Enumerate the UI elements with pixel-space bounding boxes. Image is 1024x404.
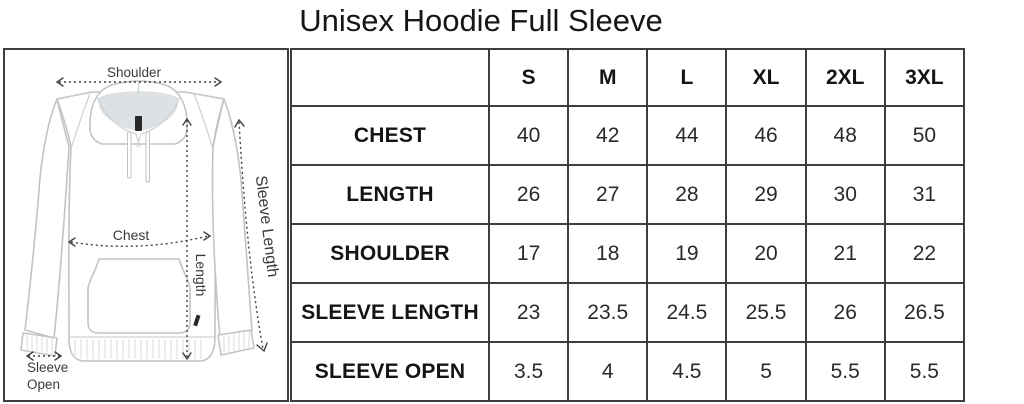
drawstring-right: [145, 131, 150, 183]
table-row-sleeve-length: SLEEVE LENGTH 23 23.5 24.5 25.5 26 26.5: [290, 282, 966, 343]
size-column-header-xl: XL: [725, 48, 807, 107]
measurement-row-label: SLEEVE LENGTH: [290, 282, 490, 343]
size-value-cell: 26: [487, 164, 570, 225]
size-value-cell: 40: [487, 105, 570, 166]
size-column-header-s: S: [487, 48, 570, 107]
hoodie-measurement-diagram: Shoulder Chest Length S: [3, 48, 289, 402]
size-value-cell: 24.5: [646, 282, 728, 343]
table-row-sleeve-open: SLEEVE OPEN 3.5 4 4.5 5 5.5 5.5: [290, 341, 966, 402]
size-value-cell: 18: [567, 223, 649, 284]
measurement-row-label: SLEEVE OPEN: [290, 341, 490, 402]
size-header-row: S M L XL 2XL 3XL: [290, 48, 966, 107]
hood-inner-shade: [98, 91, 179, 131]
size-value-cell: 23.5: [567, 282, 649, 343]
size-value-cell: 20: [725, 223, 807, 284]
size-value-cell: 5.5: [804, 341, 886, 402]
drawstring-left: [127, 131, 132, 179]
size-value-cell: 4.5: [646, 341, 728, 402]
chest-measure: Chest: [67, 227, 212, 248]
sleeve-length-measure-label: Sleeve Length: [252, 175, 281, 279]
length-measure-label: Length: [193, 254, 209, 297]
size-chart-table: S M L XL 2XL 3XL CHEST 40 42 44 46 48 50…: [290, 48, 966, 402]
shoulder-measure-label: Shoulder: [107, 65, 162, 80]
sleeve-open-measure: Sleeve Open: [25, 351, 68, 392]
size-chart-corner-cell: [290, 48, 490, 107]
hoodie-hood: [89, 80, 188, 183]
size-value-cell: 26.5: [883, 282, 966, 343]
size-value-cell: 29: [725, 164, 807, 225]
size-value-cell: 48: [804, 105, 886, 166]
sleeve-open-measure-label-line1: Sleeve: [27, 360, 68, 375]
hood-zipper-detail: [135, 116, 142, 131]
size-value-cell: 5: [725, 341, 807, 402]
measurement-row-label: CHEST: [290, 105, 490, 166]
size-value-cell: 44: [646, 105, 728, 166]
size-value-cell: 50: [883, 105, 966, 166]
size-value-cell: 3.5: [487, 341, 570, 402]
size-value-cell: 5.5: [883, 341, 966, 402]
size-value-cell: 21: [804, 223, 886, 284]
length-measure: Length: [182, 117, 209, 361]
table-row-chest: CHEST 40 42 44 46 48 50: [290, 105, 966, 166]
size-value-cell: 46: [725, 105, 807, 166]
hem-ribbing: [74, 339, 202, 359]
size-value-cell: 27: [567, 164, 649, 225]
hoodie-pocket: [87, 258, 191, 334]
size-column-header-2xl: 2XL: [804, 48, 886, 107]
size-value-cell: 17: [487, 223, 570, 284]
hoodie-left-sleeve: [20, 98, 70, 357]
shoulder-measure: Shoulder: [55, 65, 223, 87]
size-column-header-m: M: [567, 48, 649, 107]
table-row-length: LENGTH 26 27 28 29 30 31: [290, 164, 966, 225]
hoodie-illustration: Shoulder Chest Length S: [20, 65, 281, 392]
measurement-row-label: LENGTH: [290, 164, 490, 225]
page-title: Unisex Hoodie Full Sleeve: [299, 3, 663, 38]
size-value-cell: 25.5: [725, 282, 807, 343]
size-value-cell: 23: [487, 282, 570, 343]
size-value-cell: 28: [646, 164, 728, 225]
size-value-cell: 4: [567, 341, 649, 402]
size-value-cell: 30: [804, 164, 886, 225]
size-column-header-3xl: 3XL: [883, 48, 966, 107]
table-row-shoulder: SHOULDER 17 18 19 20 21 22: [290, 223, 966, 284]
hoodie-right-sleeve: [211, 98, 255, 356]
size-value-cell: 42: [567, 105, 649, 166]
size-value-cell: 22: [883, 223, 966, 284]
size-value-cell: 26: [804, 282, 886, 343]
size-value-cell: 31: [883, 164, 966, 225]
measurement-row-label: SHOULDER: [290, 223, 490, 284]
size-column-header-l: L: [646, 48, 728, 107]
size-value-cell: 19: [646, 223, 728, 284]
chest-measure-label: Chest: [113, 227, 150, 243]
garment-tag: [193, 314, 201, 327]
sleeve-open-measure-label-line2: Open: [27, 377, 60, 392]
